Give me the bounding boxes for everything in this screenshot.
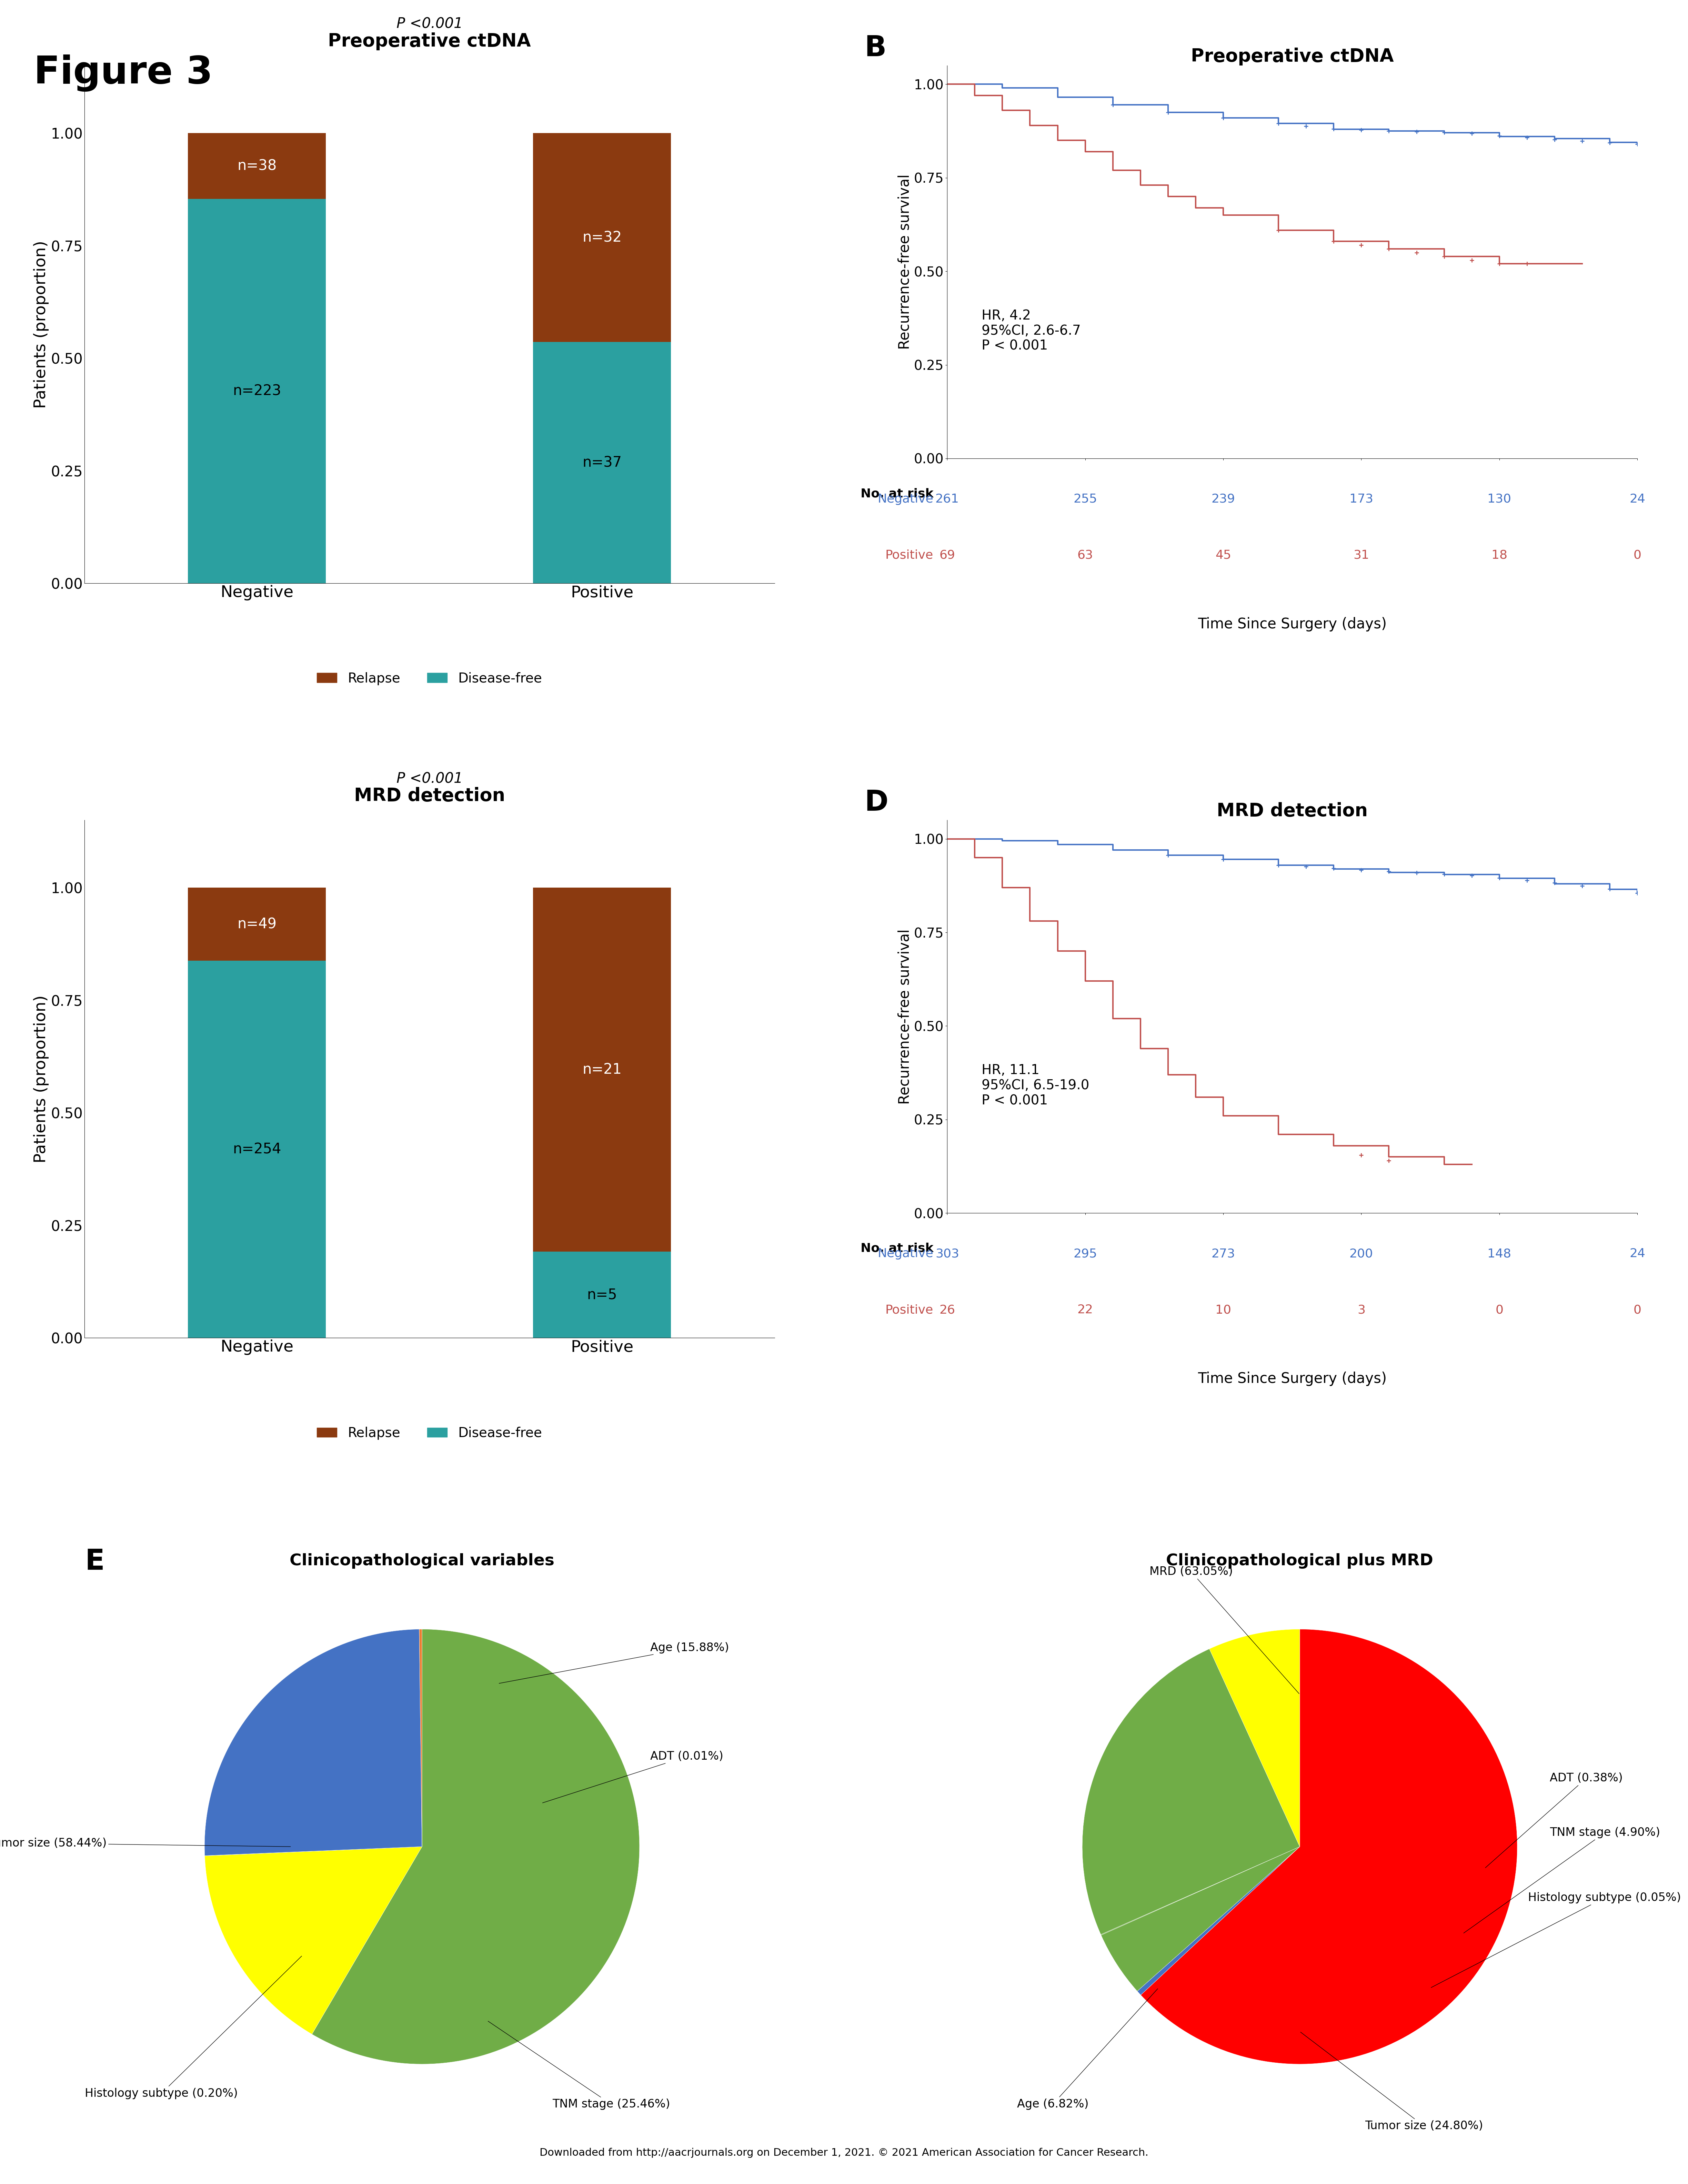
Y-axis label: Patients (proportion): Patients (proportion): [34, 996, 49, 1164]
Text: Positive: Positive: [885, 1304, 933, 1315]
Text: MRD (63.05%): MRD (63.05%): [1150, 1566, 1300, 1695]
Text: No. at risk: No. at risk: [861, 487, 933, 500]
Text: 24: 24: [1629, 1247, 1646, 1260]
Text: n=32: n=32: [582, 229, 621, 245]
Text: 0: 0: [1634, 1304, 1641, 1315]
Text: 173: 173: [1349, 494, 1372, 505]
Text: P <0.001: P <0.001: [397, 17, 463, 31]
Text: TNM stage (4.90%): TNM stage (4.90%): [1463, 1826, 1661, 1933]
Text: Histology subtype (0.05%): Histology subtype (0.05%): [1431, 1891, 1681, 1987]
Wedge shape: [204, 1848, 422, 1856]
Wedge shape: [1138, 1848, 1300, 1994]
Text: E: E: [84, 1548, 105, 1575]
Title: Preoperative ctDNA: Preoperative ctDNA: [327, 33, 532, 50]
Bar: [187, 133, 326, 199]
Wedge shape: [1141, 1629, 1518, 2064]
Text: Time Since Surgery (days): Time Since Surgery (days): [1198, 616, 1388, 631]
Wedge shape: [1209, 1629, 1300, 1848]
Bar: [533, 1251, 672, 1339]
Wedge shape: [1101, 1848, 1300, 1992]
Text: n=49: n=49: [238, 917, 277, 930]
Y-axis label: Recurrence-free survival: Recurrence-free survival: [898, 928, 912, 1105]
Bar: [187, 199, 326, 583]
Text: Tumor size (24.80%): Tumor size (24.80%): [1300, 2031, 1484, 2132]
Text: Age (6.82%): Age (6.82%): [1016, 1990, 1158, 2110]
Text: P <0.001: P <0.001: [397, 771, 463, 786]
Text: 0: 0: [1634, 550, 1641, 561]
Y-axis label: Patients (proportion): Patients (proportion): [34, 240, 49, 408]
Text: 31: 31: [1354, 550, 1369, 561]
Wedge shape: [419, 1629, 422, 1848]
Text: D: D: [864, 788, 888, 817]
Bar: [187, 887, 326, 961]
Title: Preoperative ctDNA: Preoperative ctDNA: [1190, 48, 1394, 66]
Text: 18: 18: [1492, 550, 1507, 561]
Text: Figure 3: Figure 3: [34, 55, 213, 92]
Title: MRD detection: MRD detection: [354, 786, 505, 806]
Text: 69: 69: [939, 550, 955, 561]
Text: 24: 24: [1629, 494, 1646, 505]
Text: Time Since Surgery (days): Time Since Surgery (days): [1198, 1372, 1388, 1387]
Bar: [533, 887, 672, 1251]
Bar: [533, 133, 672, 343]
Text: 255: 255: [1074, 494, 1097, 505]
Text: n=37: n=37: [582, 456, 621, 470]
Text: TNM stage (25.46%): TNM stage (25.46%): [488, 2020, 670, 2110]
Y-axis label: Recurrence-free survival: Recurrence-free survival: [898, 175, 912, 349]
Text: HR, 4.2
95%CI, 2.6-6.7
P < 0.001: HR, 4.2 95%CI, 2.6-6.7 P < 0.001: [982, 310, 1080, 352]
Bar: [533, 343, 672, 583]
Text: Negative: Negative: [878, 494, 933, 505]
Title: Clinicopathological variables: Clinicopathological variables: [290, 1553, 554, 1568]
Text: HR, 11.1
95%CI, 6.5-19.0
P < 0.001: HR, 11.1 95%CI, 6.5-19.0 P < 0.001: [982, 1064, 1089, 1107]
Text: 303: 303: [935, 1247, 959, 1260]
Text: n=5: n=5: [587, 1289, 618, 1302]
Text: n=38: n=38: [238, 159, 277, 173]
Text: B: B: [864, 35, 886, 61]
Text: 239: 239: [1212, 494, 1236, 505]
Text: 295: 295: [1074, 1247, 1097, 1260]
Text: No. at risk: No. at risk: [861, 1243, 933, 1254]
Text: 10: 10: [1215, 1304, 1231, 1315]
Text: 200: 200: [1349, 1247, 1372, 1260]
Text: ADT (0.38%): ADT (0.38%): [1485, 1773, 1622, 1867]
Text: 22: 22: [1077, 1304, 1094, 1315]
Text: ADT (0.01%): ADT (0.01%): [542, 1752, 724, 1802]
Wedge shape: [204, 1629, 422, 1856]
Text: 130: 130: [1487, 494, 1511, 505]
Text: 3: 3: [1357, 1304, 1366, 1315]
Wedge shape: [1101, 1848, 1300, 1935]
Text: Positive: Positive: [885, 550, 933, 561]
Text: Negative: Negative: [878, 1247, 933, 1260]
Text: 261: 261: [935, 494, 959, 505]
Title: Clinicopathological plus MRD: Clinicopathological plus MRD: [1166, 1553, 1433, 1568]
Text: n=21: n=21: [582, 1061, 621, 1077]
Text: 63: 63: [1077, 550, 1094, 561]
Text: Tumor size (58.44%): Tumor size (58.44%): [0, 1837, 290, 1850]
Text: n=254: n=254: [233, 1142, 282, 1158]
Legend: Relapse, Disease-free: Relapse, Disease-free: [312, 1422, 547, 1446]
Text: 0: 0: [1496, 1304, 1504, 1315]
Title: MRD detection: MRD detection: [1217, 802, 1367, 821]
Text: Age (15.88%): Age (15.88%): [500, 1642, 729, 1684]
Bar: [187, 961, 326, 1339]
Text: 273: 273: [1212, 1247, 1236, 1260]
Legend: Relapse, Disease-free: Relapse, Disease-free: [312, 666, 547, 690]
Text: n=223: n=223: [233, 384, 282, 397]
Wedge shape: [1082, 1649, 1300, 1935]
Text: Downloaded from http://aacrjournals.org on December 1, 2021. © 2021 American Ass: Downloaded from http://aacrjournals.org …: [540, 2147, 1148, 2158]
Text: Histology subtype (0.20%): Histology subtype (0.20%): [84, 1957, 302, 2099]
Wedge shape: [204, 1848, 422, 2033]
Text: 45: 45: [1215, 550, 1231, 561]
Text: 26: 26: [939, 1304, 955, 1315]
Text: 148: 148: [1487, 1247, 1511, 1260]
Wedge shape: [312, 1629, 640, 2064]
